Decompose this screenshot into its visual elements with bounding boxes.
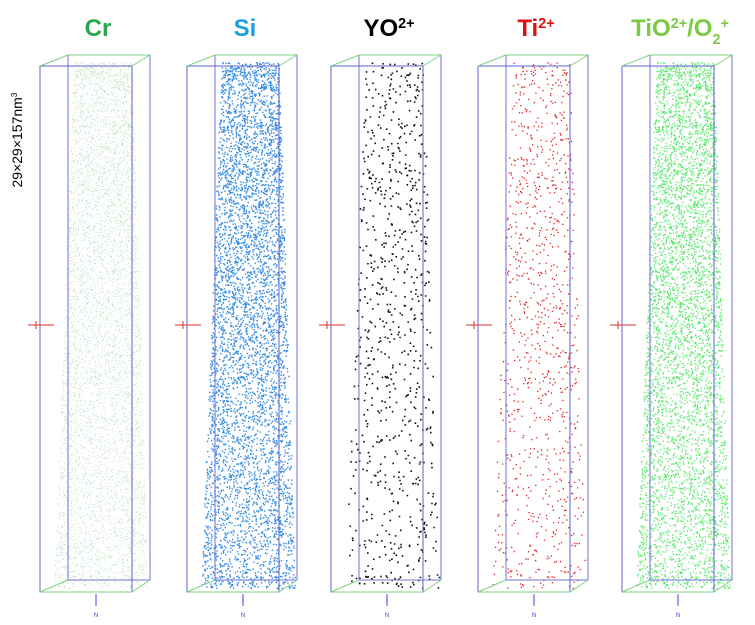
box-edge — [131, 54, 151, 67]
box-edge — [477, 579, 507, 593]
panel-title: TiO2+/O2+ — [631, 15, 729, 48]
box-edge — [330, 579, 360, 593]
panel: TiO2+/O2+N — [610, 15, 733, 619]
atom-dots — [636, 62, 731, 590]
atom-dots — [54, 62, 149, 589]
text-part: + — [720, 16, 728, 32]
panel-title: YO2+ — [363, 15, 414, 42]
text-part: 2+ — [398, 16, 414, 32]
panel-title: Cr — [85, 15, 112, 42]
direction-label: N — [676, 613, 680, 619]
panel: Ti2+ N — [466, 15, 589, 619]
text-part: 2+ — [538, 16, 554, 32]
box-edge — [422, 54, 442, 67]
panel: Cr N — [28, 15, 151, 619]
box-edge — [278, 579, 298, 593]
box-back — [505, 54, 589, 581]
text-part: Ti — [517, 15, 538, 42]
box-edge — [713, 54, 733, 67]
direction-label: N — [241, 613, 245, 619]
box-edge — [621, 579, 651, 593]
text-part: /O — [687, 15, 712, 42]
atom-dots — [348, 62, 441, 590]
box-edge — [278, 54, 298, 67]
panel: Si N — [175, 15, 298, 619]
panel-title: Si — [234, 15, 257, 42]
box-edge — [422, 579, 442, 593]
text-part: YO — [363, 15, 398, 42]
box-edge — [569, 579, 589, 593]
box-edge — [569, 54, 589, 67]
text-part: TiO — [631, 15, 671, 42]
atom-dots — [201, 62, 296, 590]
box-edge — [621, 54, 651, 67]
text-part: 29×29×157nm — [9, 97, 25, 187]
text-part: 2+ — [671, 16, 687, 32]
box-edge — [330, 54, 360, 67]
box-edge — [39, 54, 69, 67]
box-edge — [477, 54, 507, 67]
direction-label: N — [385, 613, 389, 619]
direction-label: N — [532, 613, 536, 619]
direction-label: N — [94, 613, 98, 619]
panel: YO2+ N — [319, 15, 442, 619]
box-edge — [186, 54, 216, 67]
text-part: 3 — [9, 92, 19, 97]
box-edge — [131, 579, 151, 593]
box-edge — [713, 579, 733, 593]
text-part: Cr — [85, 15, 112, 42]
box-edge — [186, 579, 216, 593]
text-part: 2 — [712, 32, 720, 48]
scale-label: 29×29×157nm3 — [9, 92, 25, 187]
box-front — [330, 65, 424, 593]
box-back — [358, 54, 442, 581]
box-edge — [39, 579, 69, 593]
atom-dots — [492, 62, 586, 590]
text-part: Si — [234, 15, 257, 42]
panel-title: Ti2+ — [517, 15, 554, 42]
